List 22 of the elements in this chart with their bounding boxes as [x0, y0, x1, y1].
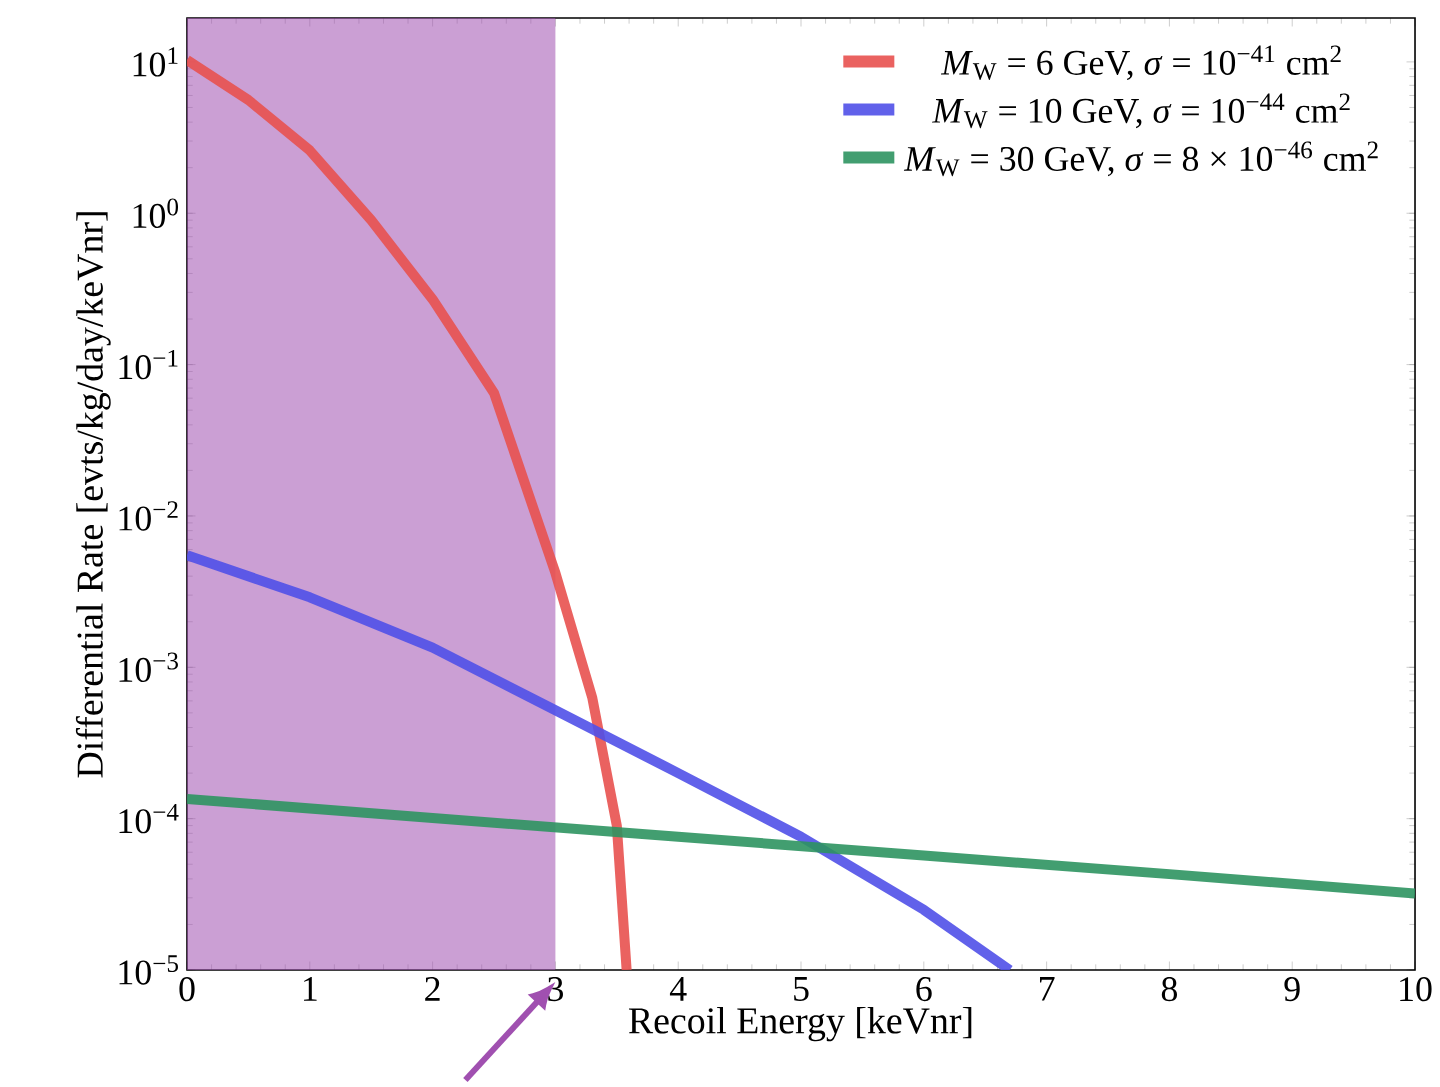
x-tick-label: 0	[179, 977, 195, 1002]
y-tick-label: 10$^{1}$	[133, 47, 178, 77]
x-tick-label: 2	[425, 977, 440, 1001]
legend-label: M$_{W}$ = 10 GeV, σ = 10$^{−44}$ cm$^{2}$	[931, 93, 1350, 129]
legend-label: M$_{W}$ = 30 GeV, σ = 8 × 10$^{−46}$ cm$^{2}$	[903, 141, 1378, 177]
x-tick-label: 1	[303, 977, 317, 1001]
legend-label: M$_{W}$ = 6 GeV, σ = 10$^{−41}$ cm$^{2}$	[940, 45, 1341, 81]
x-tick-label: 8	[1161, 977, 1178, 1002]
y-tick-label: 10$^{−3}$	[119, 652, 178, 683]
x-tick-label: 4	[669, 977, 687, 1001]
x-axis-title: Recoil Energy [keVnr]	[628, 1006, 972, 1042]
y-axis-title: Differential Rate [evts/kg/day/keVnr]	[75, 212, 111, 778]
y-tick-label: 10$^{−2}$	[119, 501, 178, 531]
x-tick-label: 6	[916, 977, 932, 1002]
y-tick-label: 10$^{−1}$	[119, 349, 178, 380]
y-tick-label: 10$^{−4}$	[119, 803, 179, 834]
x-tick-label: 5	[794, 977, 809, 1001]
x-tick-label: 7	[1040, 977, 1055, 1001]
y-tick-label: 10$^{0}$	[133, 198, 179, 229]
x-tick-label: 10	[1400, 977, 1432, 1002]
x-tick-label: 9	[1284, 977, 1300, 1002]
y-tick-label: 10$^{−5}$	[119, 955, 178, 985]
